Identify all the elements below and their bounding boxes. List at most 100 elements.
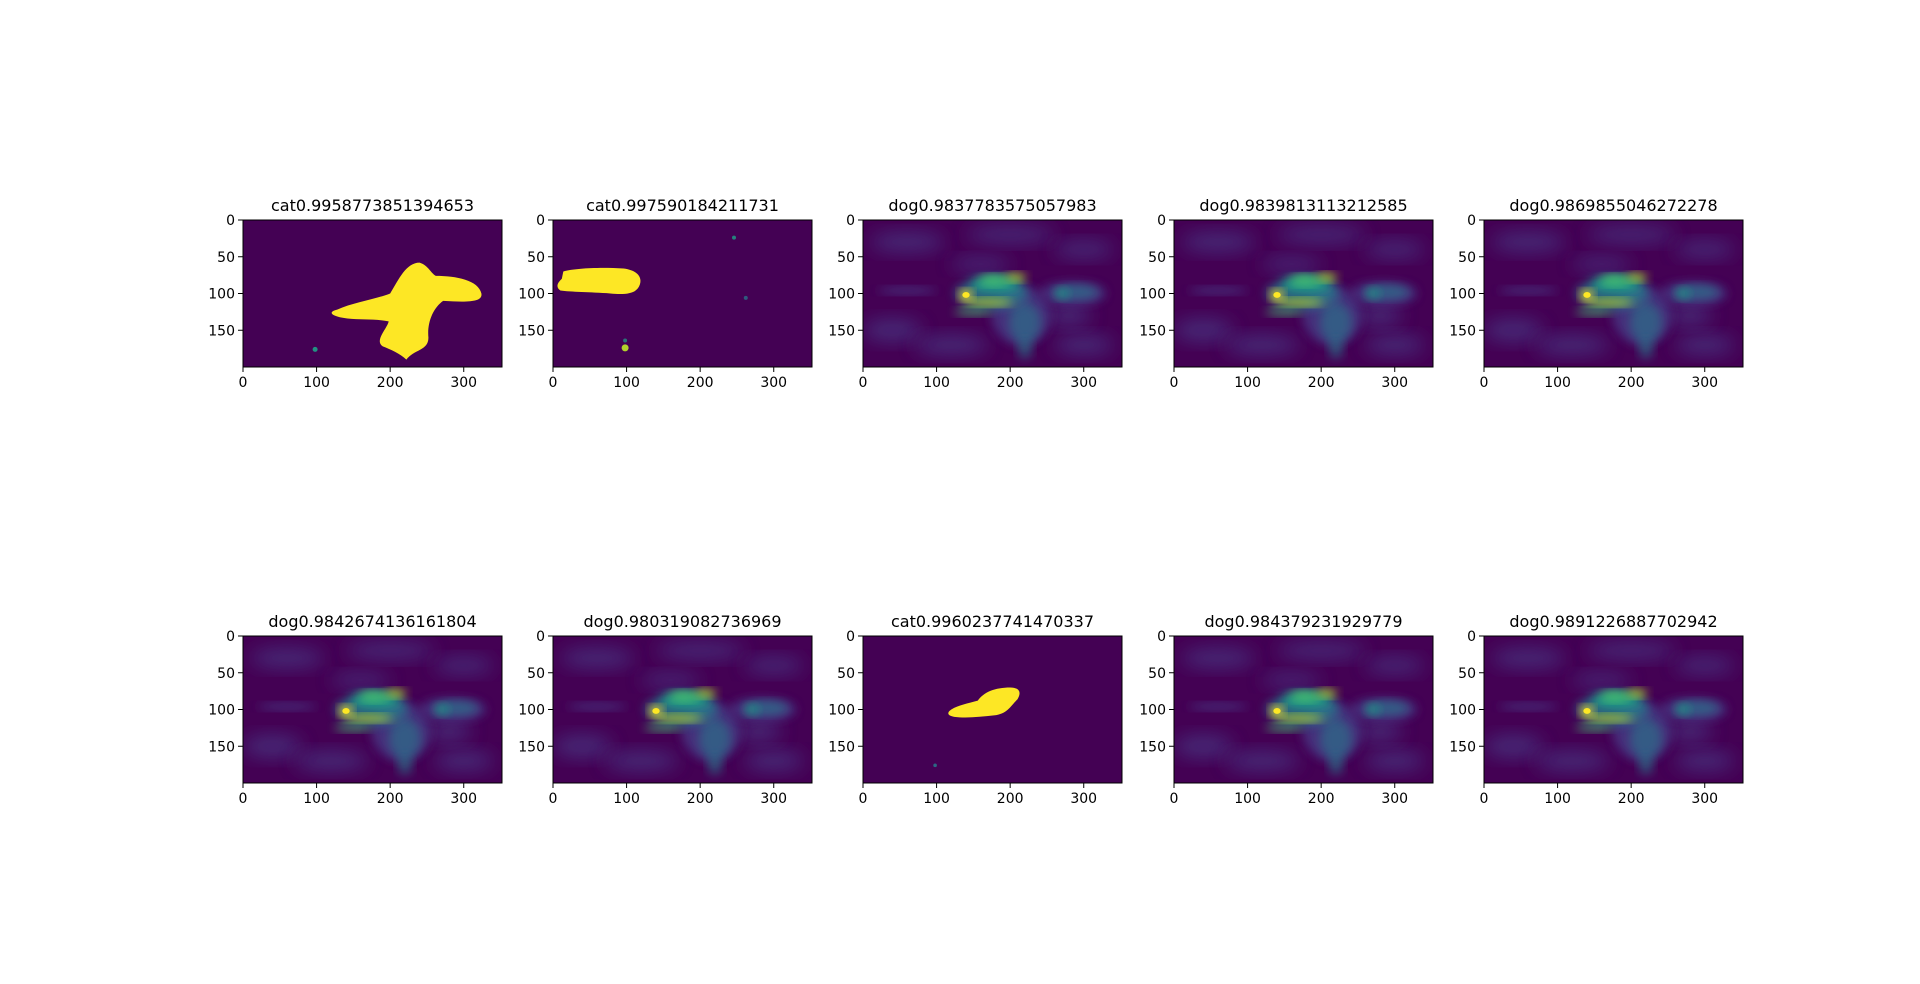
activation-jaw (343, 714, 394, 722)
activation-head (1600, 691, 1630, 702)
x-tick-label: 300 (1070, 375, 1097, 391)
x-tick-label: 0 (1170, 791, 1179, 807)
x-tick-label: 0 (239, 375, 248, 391)
mask-region (557, 267, 641, 294)
x-tick-label: 200 (997, 375, 1024, 391)
heatmap-panel-2: cat0.997590184211731 0 100 200 300 0 50 100 150 (518, 196, 813, 391)
activation-streak (257, 702, 317, 711)
activation-streak (1498, 702, 1558, 711)
activation-leg (1638, 754, 1654, 775)
activation-jaw (644, 724, 683, 732)
x-tick-label: 100 (613, 375, 640, 391)
activation-jaw (954, 308, 993, 316)
mask-speck (933, 763, 937, 768)
activation-jaw (1265, 724, 1304, 732)
heatmap-panel-4: dog0.9839813113212585 0 100 200 300 0 50 100 150 (1139, 196, 1434, 391)
x-tick-label: 200 (377, 375, 404, 391)
activation-haze (641, 672, 701, 688)
y-tick-label: 50 (1458, 250, 1476, 266)
y-tick-label: 0 (1157, 213, 1166, 229)
activation-ear (1316, 272, 1338, 282)
activation-ear (1005, 272, 1027, 282)
activation-eye (1583, 292, 1591, 298)
activation-head (359, 691, 389, 702)
y-tick-label: 50 (1148, 666, 1166, 682)
heatmap-image (863, 225, 1114, 359)
activation-haze (1262, 256, 1322, 272)
x-tick-label: 200 (687, 375, 714, 391)
heatmap-panel-9: dog0.984379231929779 0 100 200 300 0 50 100 150 (1139, 612, 1434, 807)
x-tick-label: 200 (1618, 791, 1645, 807)
activation-haze (951, 256, 1011, 272)
activation-haze (1491, 231, 1565, 253)
heatmap-image (1174, 225, 1425, 359)
x-tick-label: 100 (1234, 375, 1261, 391)
activation-haze (1484, 318, 1543, 343)
activation-haze (1225, 334, 1300, 356)
panel-title: dog0.984379231929779 (1204, 612, 1402, 631)
activation-streak (1188, 702, 1248, 711)
activation-jaw (1265, 308, 1304, 316)
activation-body (388, 718, 422, 760)
heatmap-image (1174, 641, 1425, 775)
panel-title: cat0.997590184211731 (586, 196, 779, 215)
y-tick-label: 50 (527, 666, 545, 682)
y-tick-label: 50 (217, 666, 235, 682)
activation-haze (863, 318, 922, 343)
activation-torso (1365, 287, 1381, 300)
activation-jaw (963, 298, 1014, 306)
panel-title: cat0.9958773851394653 (271, 196, 474, 215)
y-tick-label: 50 (1148, 250, 1166, 266)
y-tick-label: 150 (828, 739, 855, 755)
activation-haze (744, 750, 804, 772)
y-tick-label: 150 (1449, 739, 1476, 755)
y-tick-label: 150 (518, 739, 545, 755)
activation-haze (1675, 656, 1735, 675)
activation-jaw (334, 724, 373, 732)
y-tick-label: 100 (208, 703, 235, 719)
y-tick-label: 0 (846, 629, 855, 645)
panel-title: dog0.9837783575057983 (888, 196, 1096, 215)
y-tick-label: 50 (837, 250, 855, 266)
y-tick-label: 0 (1467, 629, 1476, 645)
x-tick-label: 0 (1170, 375, 1179, 391)
mask-speck (621, 344, 629, 352)
activation-streak (567, 702, 627, 711)
activation-haze (346, 641, 435, 660)
y-tick-label: 50 (527, 250, 545, 266)
heatmap-image (1484, 641, 1735, 775)
activation-body (698, 718, 732, 760)
x-tick-label: 100 (303, 791, 330, 807)
activation-haze (1484, 734, 1543, 759)
x-tick-label: 0 (549, 375, 558, 391)
mask-region (948, 687, 1020, 718)
mask-speck (312, 346, 318, 352)
activation-ear (1626, 688, 1648, 698)
activation-torso (744, 703, 760, 716)
activation-haze (870, 231, 944, 253)
activation-haze (966, 225, 1055, 244)
activation-haze (744, 656, 804, 675)
y-tick-label: 0 (1157, 629, 1166, 645)
activation-haze (560, 647, 634, 669)
activation-haze (434, 656, 494, 675)
activation-haze (1667, 721, 1713, 742)
x-tick-label: 100 (613, 791, 640, 807)
activation-haze (1572, 672, 1632, 688)
x-tick-label: 0 (1480, 791, 1489, 807)
heatmap-background (553, 220, 812, 367)
activation-haze (1535, 750, 1610, 772)
y-tick-label: 100 (1139, 287, 1166, 303)
activation-haze (1675, 240, 1735, 259)
panel-title: dog0.980319082736969 (583, 612, 781, 631)
activation-haze (1667, 305, 1713, 326)
activation-jaw (1584, 298, 1635, 306)
heatmap-panel-8: cat0.9960237741470337 0 100 200 300 0 50 100 150 (828, 612, 1123, 807)
activation-body (1629, 302, 1663, 344)
panel-title: cat0.9960237741470337 (891, 612, 1094, 631)
mask-region (331, 262, 482, 360)
activation-head (1290, 691, 1320, 702)
activation-haze (1535, 334, 1610, 356)
heatmap-image (933, 687, 1020, 768)
